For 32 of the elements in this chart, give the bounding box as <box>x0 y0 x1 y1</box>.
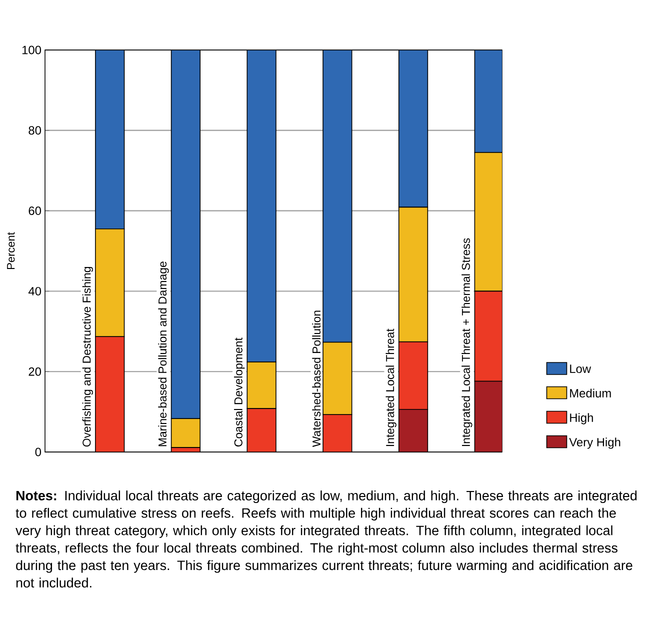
bar <box>474 50 502 153</box>
y-tick-label: 40 <box>28 286 42 296</box>
y-tick-label: 60 <box>28 206 42 216</box>
y-tick-label: 80 <box>28 126 42 135</box>
legend-label: Low <box>570 364 592 374</box>
x-tick-label: Marine-based Pollution and Damage <box>158 262 169 446</box>
y-tick-label: 100 <box>22 46 42 54</box>
legend-label: Medium <box>570 388 611 398</box>
y-axis-title: Percent <box>7 232 15 269</box>
bar <box>398 341 428 410</box>
bar <box>246 408 276 452</box>
bar <box>398 50 428 208</box>
y-tick-label: 20 <box>28 367 42 376</box>
text: Notes: Individual local threats are categorized as low, medium, and high. These threats are integrated to reflect cumulative stress on reefs. Reefs with multiple high individual threat scores can reach the very high threat category, which only exists for integrated threats. The fifth column, integrated local threats, reflects the four local threats combined. The right-most column also includes thermal stress during the past ten years. This figure summarizes current threats; future warming and acidification are not included. <box>16 490 637 588</box>
bar <box>322 342 352 415</box>
bar <box>95 336 125 452</box>
x-tick-label: Watershed-based Pollution <box>312 310 321 448</box>
bar <box>474 380 502 452</box>
bar <box>398 408 428 452</box>
y-tick-label: 0 <box>35 448 42 456</box>
x-tick-label: Integrated Local Threat <box>386 328 396 446</box>
bar <box>322 50 352 343</box>
bar <box>95 50 125 230</box>
x-tick-label: Coastal Development <box>234 338 245 446</box>
x-tick-label: Integrated Local Threat + Thermal Stress <box>462 238 472 446</box>
bar <box>246 50 276 362</box>
legend-label: Very High <box>569 438 620 449</box>
legend-label: High <box>570 413 593 424</box>
bar <box>246 362 276 409</box>
bar <box>322 414 352 452</box>
x-tick-label: Overfishing and Destructive Fishing <box>82 267 93 447</box>
bar <box>170 50 201 420</box>
